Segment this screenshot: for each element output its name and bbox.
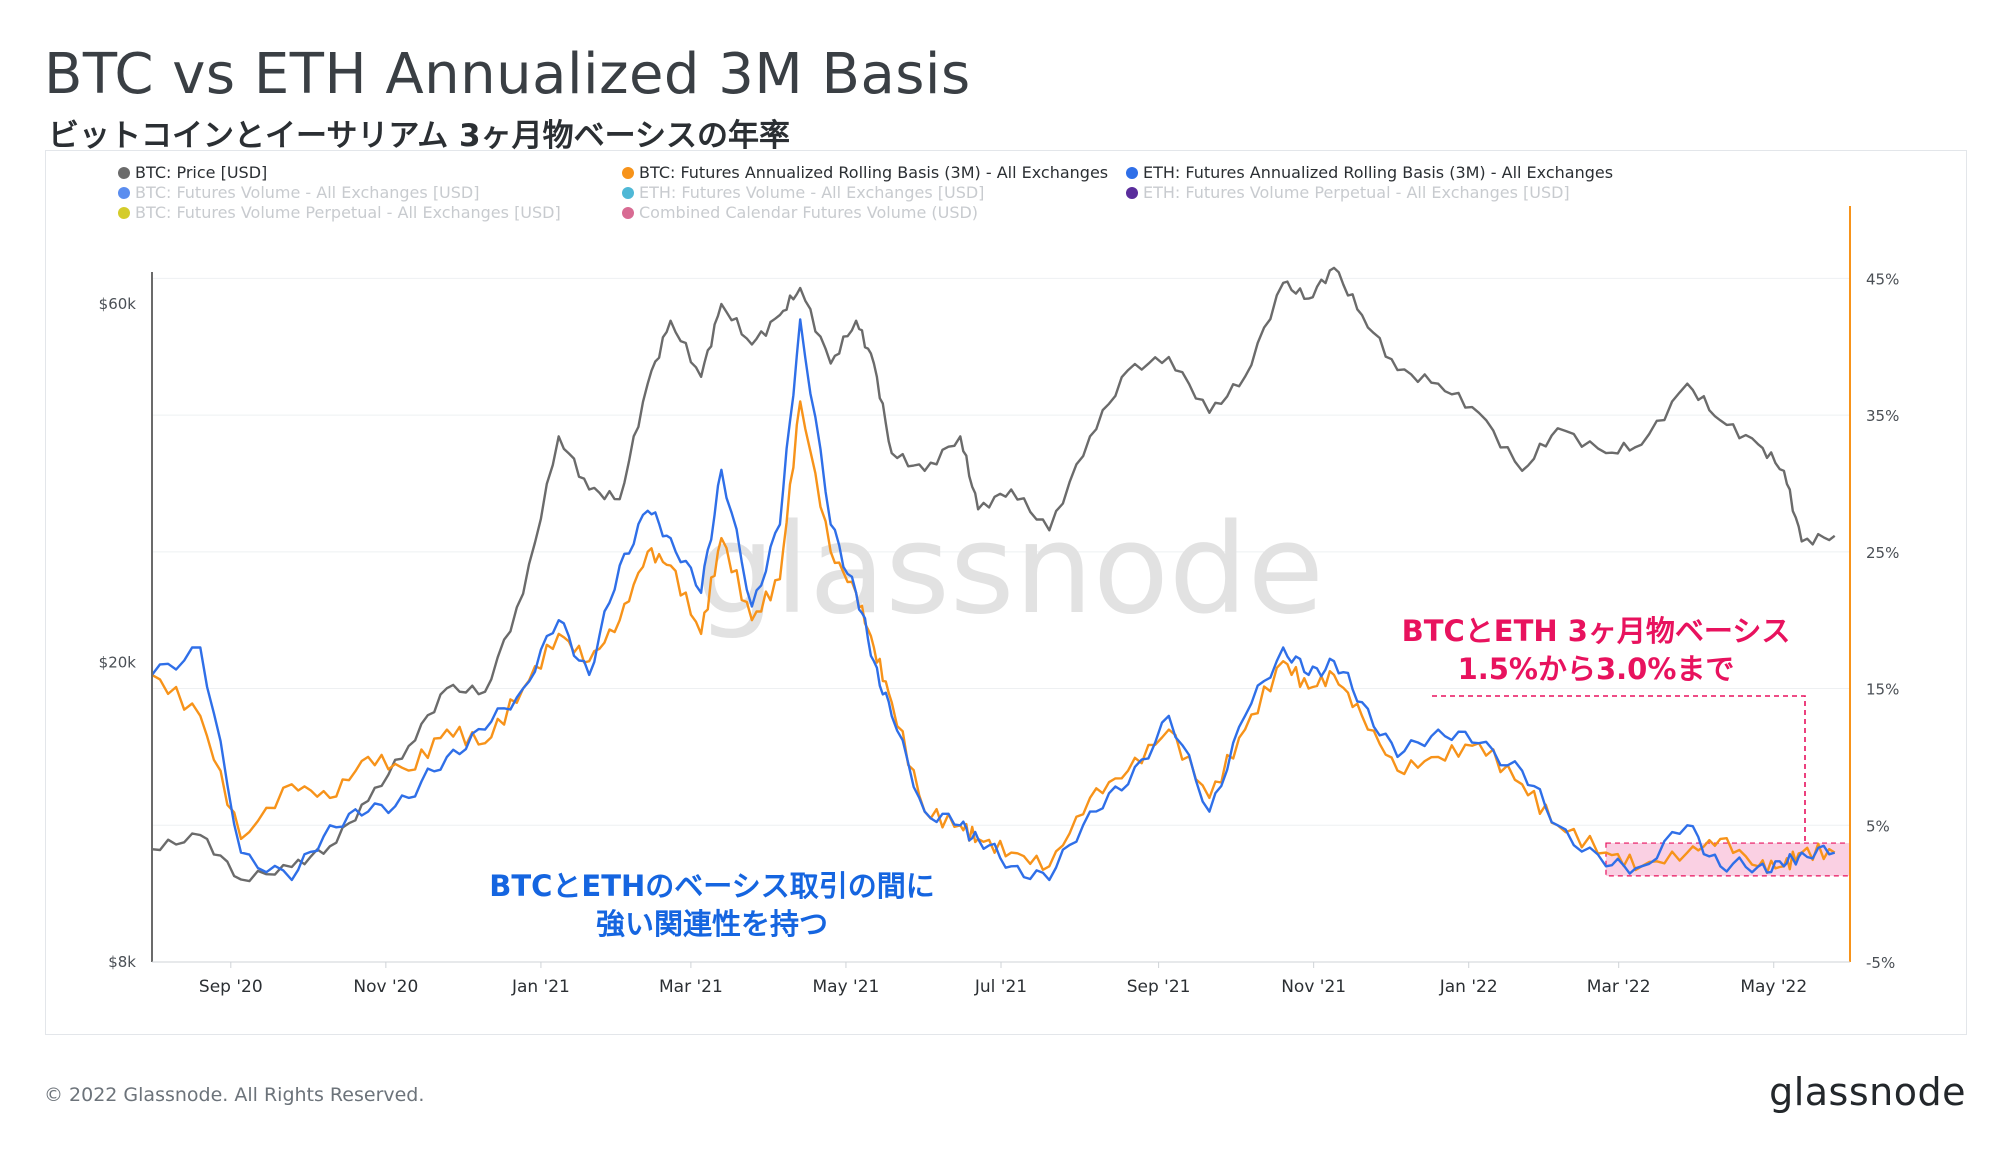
legend-marker bbox=[1126, 167, 1138, 179]
grid bbox=[152, 277, 1850, 963]
annotation-right-line2: 1.5%から3.0%まで bbox=[1458, 652, 1735, 686]
right-tick-label: 15% bbox=[1866, 681, 1899, 699]
x-tick-label: Nov '21 bbox=[1281, 977, 1346, 997]
legend-label: BTC: Futures Volume - All Exchanges [USD… bbox=[135, 183, 479, 202]
legend-label: BTC: Futures Annualized Rolling Basis (3… bbox=[639, 163, 1108, 182]
legend-marker bbox=[1126, 187, 1138, 199]
right-tick-label: -5% bbox=[1866, 954, 1895, 972]
watermark: glassnode bbox=[696, 498, 1324, 642]
chart-panel bbox=[45, 150, 1967, 1035]
x-tick-label: May '21 bbox=[813, 977, 880, 997]
copyright-footer: © 2022 Glassnode. All Rights Reserved. bbox=[44, 1084, 425, 1106]
page-subtitle: ビットコインとイーサリアム 3ヶ月物ベーシスの年率 bbox=[48, 118, 790, 154]
x-tick-label: Sep '21 bbox=[1127, 977, 1191, 997]
x-tick-label: Mar '21 bbox=[659, 977, 723, 997]
left-tick-label: $8k bbox=[108, 953, 136, 971]
axes: -5% 5% 15% 25% 35% 45% $8k $20k $60k Sep '20 Nov '… bbox=[99, 206, 1899, 997]
series-line bbox=[151, 318, 1836, 882]
right-tick-label: 45% bbox=[1866, 270, 1899, 288]
legend-label: ETH: Futures Volume Perpetual - All Exch… bbox=[1143, 183, 1570, 202]
series-lines bbox=[151, 266, 1836, 883]
legend-label: BTC: Price [USD] bbox=[135, 163, 267, 182]
left-tick-label: $20k bbox=[99, 654, 137, 672]
page-title: BTC vs ETH Annualized 3M Basis bbox=[44, 42, 971, 107]
x-tick-label: May '22 bbox=[1740, 977, 1807, 997]
annotation-left-line2: 強い関連性を持つ bbox=[596, 907, 828, 941]
x-tick-label: Sep '20 bbox=[199, 977, 263, 997]
legend-marker bbox=[622, 207, 634, 219]
x-tick-label: Jan '21 bbox=[511, 977, 570, 997]
annotation-connector bbox=[1432, 695, 1806, 843]
x-tick-label: Jul '21 bbox=[974, 977, 1027, 997]
legend-marker bbox=[622, 187, 634, 199]
x-tick-label: Jan '22 bbox=[1439, 977, 1498, 997]
annotation-left-line1: BTCとETHのベーシス取引の間に bbox=[489, 869, 934, 903]
annotation-right-line1: BTCとETH 3ヶ月物ベーシス bbox=[1402, 614, 1791, 648]
right-tick-label: 25% bbox=[1866, 544, 1899, 562]
x-tick-label: Nov '20 bbox=[353, 977, 418, 997]
brand-logo: glassnode bbox=[1769, 1070, 1966, 1114]
x-tick-label: Mar '22 bbox=[1587, 977, 1651, 997]
series-line bbox=[151, 266, 1836, 883]
legend-marker bbox=[622, 167, 634, 179]
legend-label: ETH: Futures Volume - All Exchanges [USD… bbox=[639, 183, 984, 202]
left-tick-label: $60k bbox=[99, 295, 137, 313]
right-tick-label: 35% bbox=[1866, 407, 1899, 425]
legend-marker bbox=[118, 167, 130, 179]
right-tick-label: 5% bbox=[1866, 817, 1890, 835]
legend-marker bbox=[118, 207, 130, 219]
legend: BTC: Price [USD] BTC: Futures Annualized … bbox=[118, 163, 1613, 222]
legend-label: ETH: Futures Annualized Rolling Basis (3… bbox=[1143, 163, 1613, 182]
legend-label: Combined Calendar Futures Volume (USD) bbox=[639, 203, 978, 222]
legend-marker bbox=[118, 187, 130, 199]
legend-label: BTC: Futures Volume Perpetual - All Exch… bbox=[135, 203, 561, 222]
